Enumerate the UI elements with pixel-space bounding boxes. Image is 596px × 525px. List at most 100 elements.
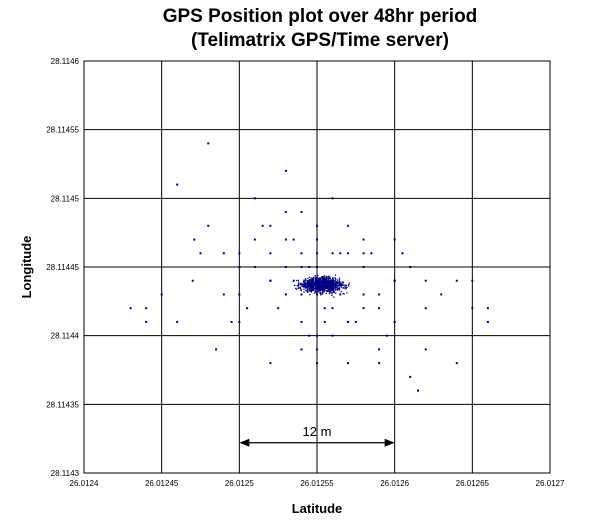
cluster-point [316, 276, 318, 278]
y-tick-label: 28.1143 [51, 469, 80, 478]
cluster-point [321, 277, 324, 279]
cluster-point [329, 280, 331, 282]
cluster-point [307, 277, 309, 280]
cluster-point [328, 292, 331, 295]
cluster-point [308, 280, 310, 282]
cluster-point [305, 289, 307, 291]
data-point [269, 224, 272, 227]
data-point [284, 238, 287, 241]
cluster-point [338, 288, 341, 290]
y-tick-label: 28.11445 [46, 263, 79, 272]
data-point [129, 307, 132, 310]
cluster-point [315, 277, 317, 279]
cluster-point [323, 283, 325, 285]
cluster-point [327, 285, 329, 287]
cluster-point [299, 287, 301, 290]
cluster-point [331, 292, 333, 294]
cluster-point [314, 285, 316, 288]
cluster-point [330, 289, 332, 291]
cluster-point [306, 285, 308, 287]
cluster-point [338, 277, 341, 279]
cluster-point [325, 281, 328, 283]
data-point [277, 307, 280, 310]
cluster-point [328, 284, 330, 286]
data-point [486, 320, 489, 323]
x-tick-label: 26.0127 [536, 479, 565, 488]
x-tick-label: 26.0125 [225, 479, 254, 488]
cluster-point [310, 277, 313, 279]
cluster-point [307, 281, 309, 283]
cluster-point [308, 286, 311, 288]
cluster-point [331, 292, 333, 295]
data-point [393, 320, 396, 323]
cluster-point [320, 292, 322, 294]
cluster-point [316, 287, 318, 289]
y-tick-label: 28.1146 [51, 57, 80, 66]
data-point [160, 293, 163, 296]
cluster-point [305, 283, 307, 285]
cluster-point [308, 276, 311, 278]
cluster-point [338, 279, 341, 281]
cluster-point [316, 285, 318, 287]
cluster-point [304, 278, 307, 280]
cluster-point [310, 285, 313, 287]
cluster-point [307, 288, 309, 291]
cluster-point [336, 285, 339, 287]
data-point [176, 320, 179, 323]
cluster-point [294, 284, 296, 287]
cluster-point [314, 287, 317, 289]
data-point [409, 375, 412, 378]
cluster-point [308, 287, 311, 289]
data-point [471, 279, 474, 282]
cluster-point [325, 279, 328, 282]
cluster-point [309, 285, 312, 288]
cluster-point [305, 279, 307, 281]
data-point [471, 307, 474, 310]
cluster-point [348, 282, 350, 284]
data-point [176, 183, 179, 186]
cluster-point [303, 288, 305, 290]
cluster-point [305, 287, 307, 289]
cluster-point [314, 289, 316, 292]
cluster-point [325, 282, 328, 284]
cluster-point [320, 288, 322, 290]
data-point [401, 252, 404, 255]
y-tick-labels: 28.1143 28.11435 28.1144 28.11445 28.1145 28.… [46, 57, 79, 478]
cluster-point [333, 283, 335, 285]
cluster-point [314, 276, 316, 278]
cluster-point [331, 288, 333, 290]
cluster-point [320, 283, 322, 285]
cluster-point [328, 277, 330, 280]
cluster-point [336, 286, 338, 289]
data-point [409, 266, 412, 268]
cluster-point [314, 278, 316, 280]
cluster-point [309, 279, 311, 281]
cluster-point [327, 287, 329, 290]
cluster-point [321, 287, 324, 290]
cluster-point [333, 296, 335, 298]
cluster-point [303, 282, 305, 284]
data-point [284, 169, 287, 172]
data-point [316, 334, 318, 337]
x-axis-title: Latitude [292, 501, 343, 516]
cluster-point [329, 291, 331, 293]
y-axis-title: Longitude [19, 236, 34, 299]
cluster-point [311, 289, 314, 291]
data-point [393, 238, 396, 241]
cluster-point [323, 288, 326, 290]
x-tick-labels: 26.0124 26.01245 26.0125 26.01255 26.0126 26.… [70, 479, 565, 488]
cluster-point [318, 287, 320, 289]
cluster-point [325, 292, 328, 295]
cluster-point [314, 282, 316, 285]
cluster-point [300, 288, 302, 291]
cluster-point [321, 285, 324, 287]
cluster-point [333, 288, 335, 290]
cluster-point [333, 289, 335, 291]
data-point [362, 307, 365, 310]
x-tick-label: 26.01245 [145, 479, 179, 488]
cluster-point [338, 287, 341, 289]
cluster-point [314, 284, 316, 286]
data-point [316, 224, 318, 227]
cluster-point [323, 289, 326, 291]
cluster-point [335, 279, 337, 281]
